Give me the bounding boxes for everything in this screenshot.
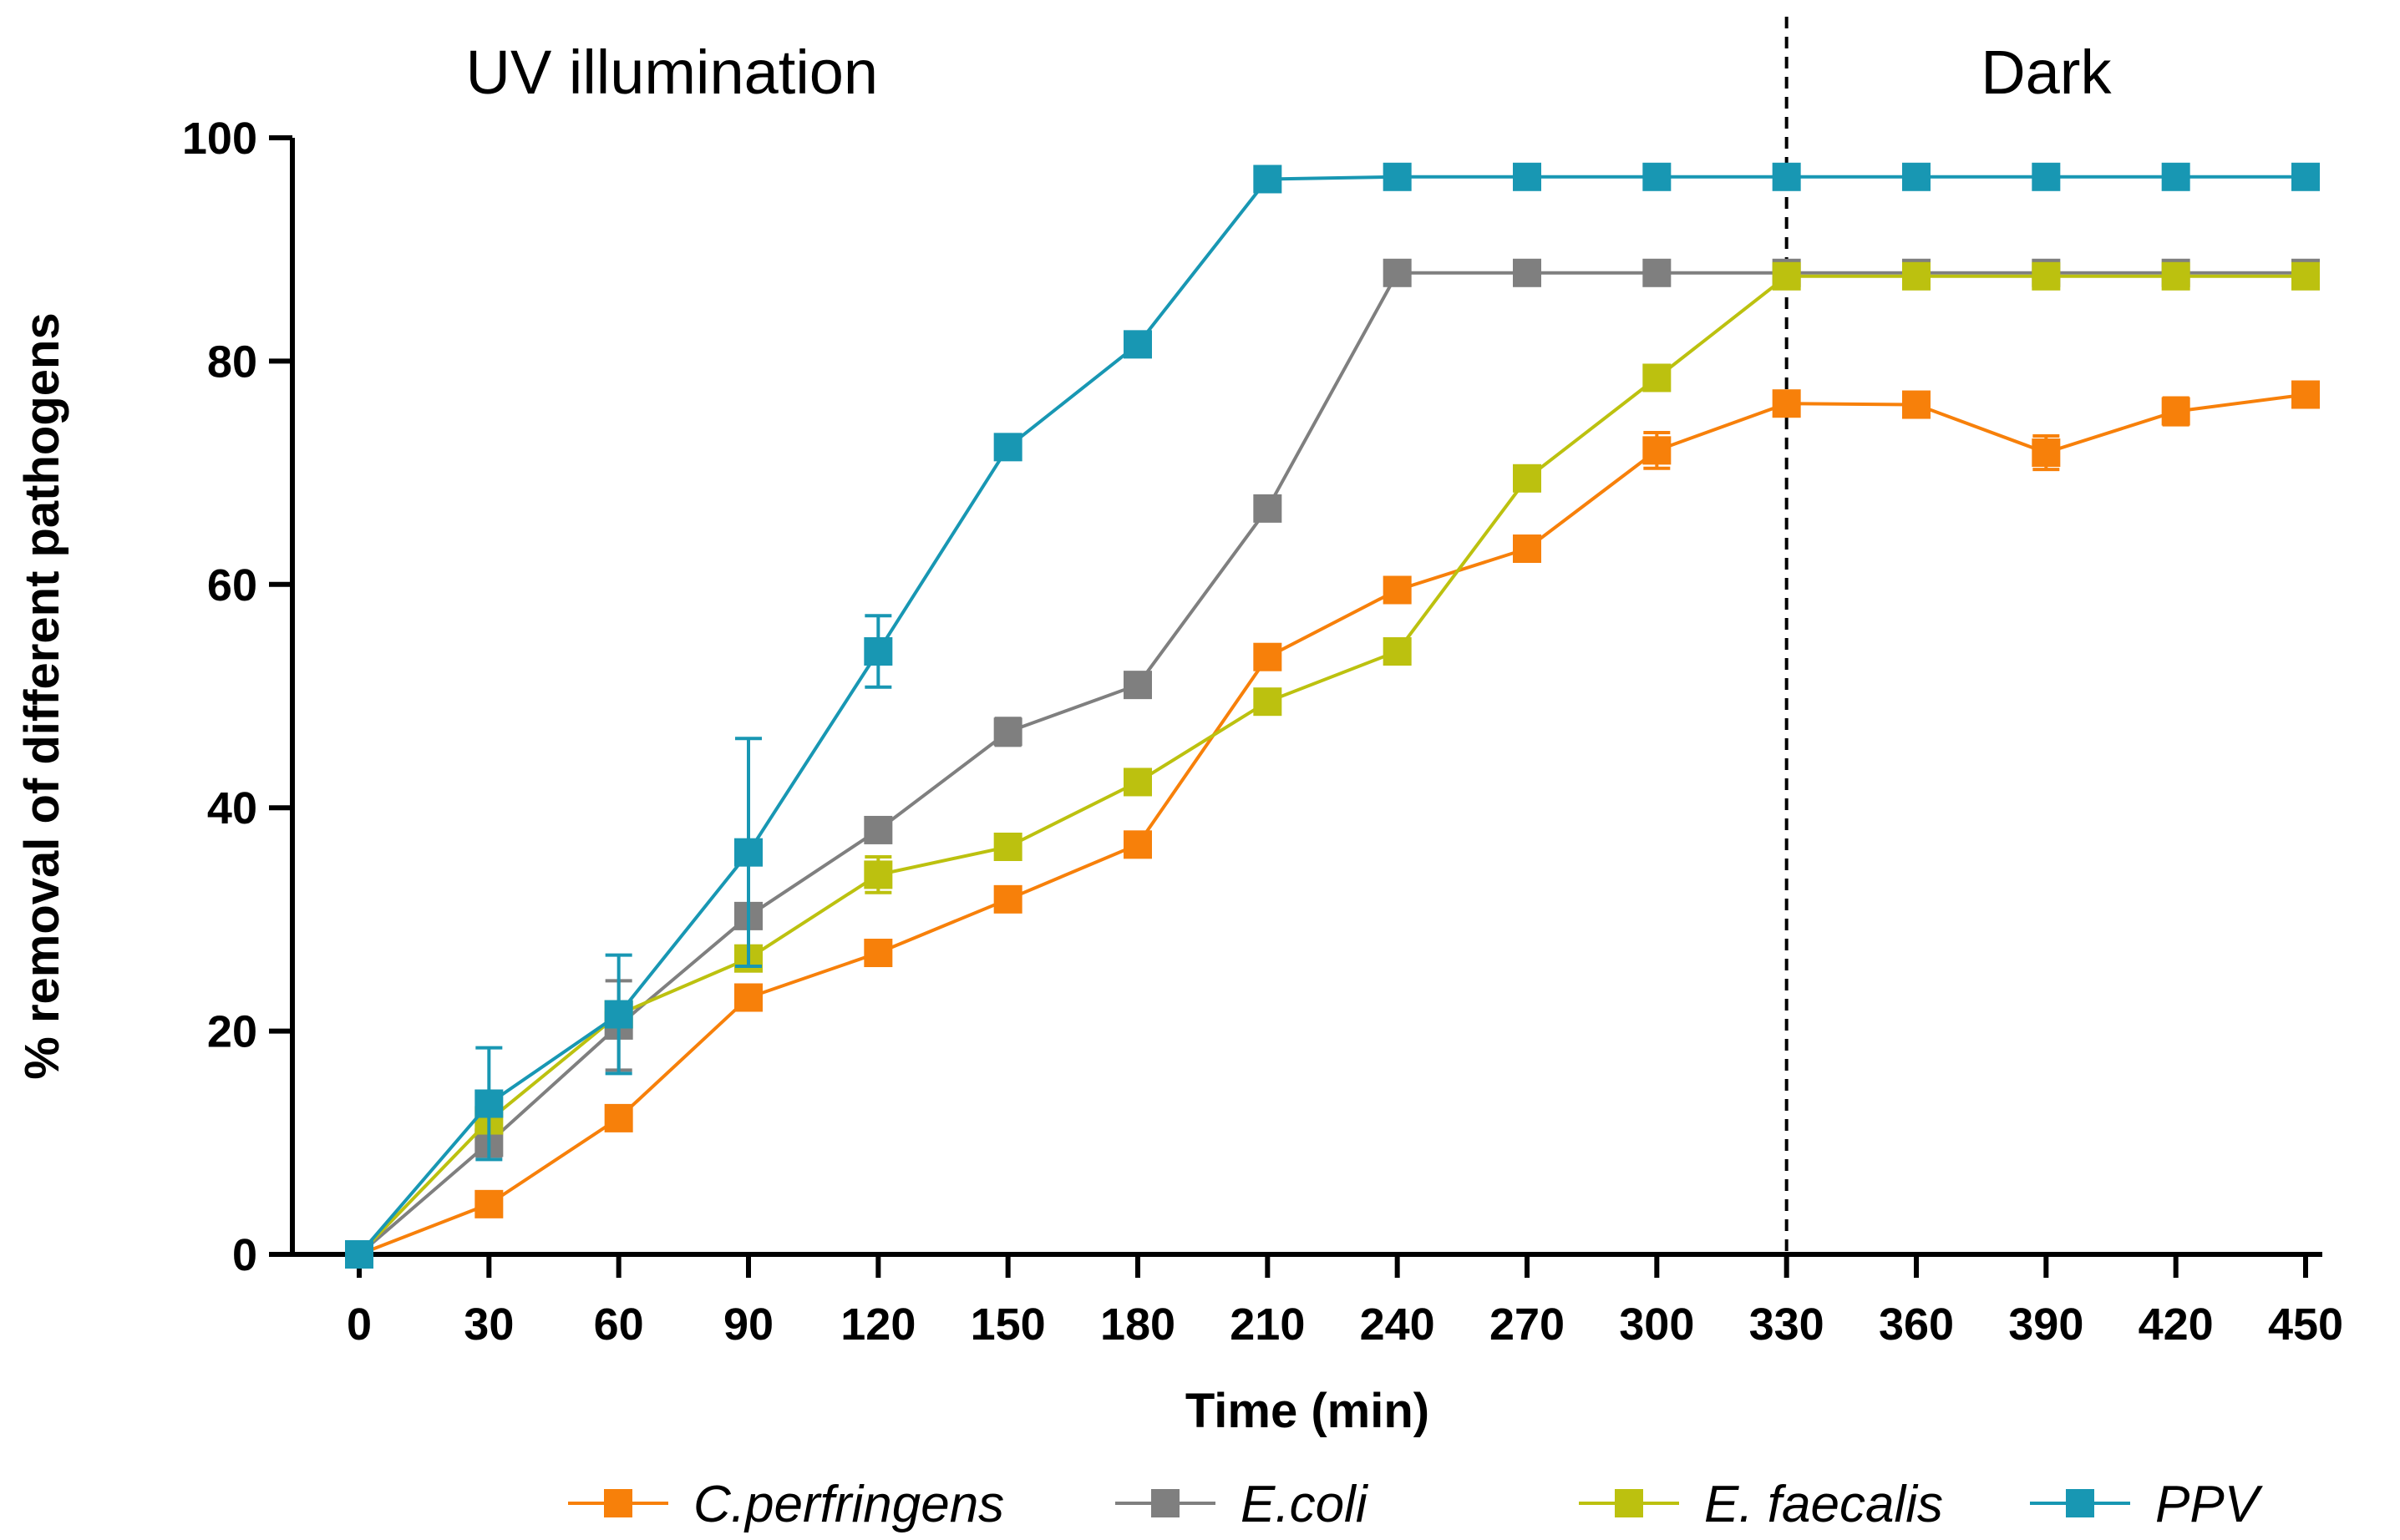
x-tick-label: 210	[1230, 1299, 1305, 1350]
region-label: UV illumination	[466, 38, 879, 107]
y-tick-label: 0	[232, 1230, 257, 1280]
data-point	[2291, 380, 2320, 409]
data-point	[2032, 261, 2061, 291]
data-point	[1513, 258, 1541, 287]
x-tick-label: 150	[971, 1299, 1046, 1350]
data-point	[1513, 534, 1541, 564]
legend-label: PPV	[2155, 1476, 2264, 1533]
series-ppv	[345, 162, 2320, 1269]
data-point	[604, 1000, 633, 1029]
data-point	[1253, 494, 1282, 523]
data-point	[864, 815, 893, 844]
x-tick-label: 330	[1749, 1299, 1824, 1350]
data-point	[1124, 830, 1152, 859]
data-point	[1772, 261, 1801, 291]
y-axis-title: % removal of different pathogens	[15, 312, 69, 1079]
data-point	[864, 860, 893, 889]
x-tick-label: 450	[2268, 1299, 2343, 1350]
series-line	[358, 274, 2306, 1256]
data-point	[604, 1103, 633, 1132]
x-tick-label: 90	[723, 1299, 774, 1350]
data-point	[2291, 162, 2320, 191]
x-tick-label: 360	[1879, 1299, 1954, 1350]
data-point	[1902, 390, 1931, 419]
legend-label: C.perfringens	[693, 1476, 1004, 1533]
data-point	[993, 717, 1022, 747]
data-point	[474, 1189, 504, 1218]
data-point	[1513, 162, 1541, 191]
data-point	[1642, 258, 1672, 287]
legend-entry: PPV	[2030, 1476, 2264, 1533]
data-point	[1383, 162, 1412, 191]
legend-entry: E. faecalis	[1579, 1476, 1943, 1533]
data-point	[2032, 162, 2061, 191]
legend-marker	[604, 1489, 632, 1517]
legend-marker	[2066, 1489, 2094, 1517]
y-tick-label: 20	[207, 1007, 257, 1057]
data-point	[1642, 162, 1672, 191]
series-line	[358, 175, 2306, 1256]
y-tick-label: 80	[207, 337, 257, 387]
data-point	[2291, 261, 2320, 291]
x-tick-label: 0	[347, 1299, 372, 1350]
x-tick-label: 420	[2139, 1299, 2214, 1350]
y-tick-label: 60	[207, 560, 257, 610]
series-e-coli	[345, 258, 2320, 1269]
data-point	[1253, 687, 1282, 717]
y-tick-label: 100	[182, 114, 257, 164]
data-point	[1383, 637, 1412, 666]
data-point	[1642, 363, 1672, 393]
data-point	[1902, 261, 1931, 291]
x-tick-label: 30	[464, 1299, 514, 1350]
legend-entry: E.coli	[1115, 1476, 1369, 1533]
data-point	[1902, 162, 1931, 191]
data-point	[1772, 162, 1801, 191]
data-point	[345, 1240, 373, 1269]
legend-marker	[1151, 1489, 1180, 1517]
data-point	[474, 1089, 504, 1118]
data-point	[734, 838, 763, 867]
data-point	[864, 637, 893, 666]
legend-marker	[1615, 1489, 1643, 1517]
data-point	[1253, 642, 1282, 671]
data-point	[1124, 767, 1152, 797]
data-point	[993, 433, 1022, 462]
data-point	[1124, 671, 1152, 700]
x-tick-label: 390	[2008, 1299, 2083, 1350]
data-point	[1383, 575, 1412, 605]
series-line	[358, 271, 2306, 1256]
y-tick-label: 40	[207, 783, 257, 833]
series-line	[358, 393, 2306, 1256]
data-point	[2032, 438, 2061, 468]
region-label: Dark	[1981, 38, 2112, 107]
x-tick-label: 270	[1489, 1299, 1565, 1350]
series-e-faecalis	[345, 261, 2320, 1269]
data-point	[1772, 389, 1801, 418]
data-point	[1642, 436, 1672, 465]
data-point	[993, 832, 1022, 861]
x-tick-label: 60	[594, 1299, 644, 1350]
data-point	[2161, 261, 2190, 291]
x-tick-label: 120	[840, 1299, 916, 1350]
data-point	[2161, 162, 2190, 191]
data-point	[2161, 397, 2190, 426]
legend-entry: C.perfringens	[568, 1476, 1004, 1533]
legend-label: E.coli	[1241, 1476, 1369, 1533]
x-axis-title: Time (min)	[1185, 1384, 1429, 1438]
data-point	[1253, 165, 1282, 194]
data-point	[864, 939, 893, 968]
data-point	[993, 884, 1022, 914]
x-tick-label: 300	[1619, 1299, 1694, 1350]
legend-label: E. faecalis	[1704, 1476, 1943, 1533]
data-point	[734, 983, 763, 1012]
x-tick-label: 240	[1360, 1299, 1435, 1350]
data-point	[1383, 258, 1412, 287]
data-point	[1513, 464, 1541, 493]
series-c-perfringens	[345, 380, 2320, 1269]
x-tick-label: 180	[1100, 1299, 1175, 1350]
data-point	[1124, 330, 1152, 359]
